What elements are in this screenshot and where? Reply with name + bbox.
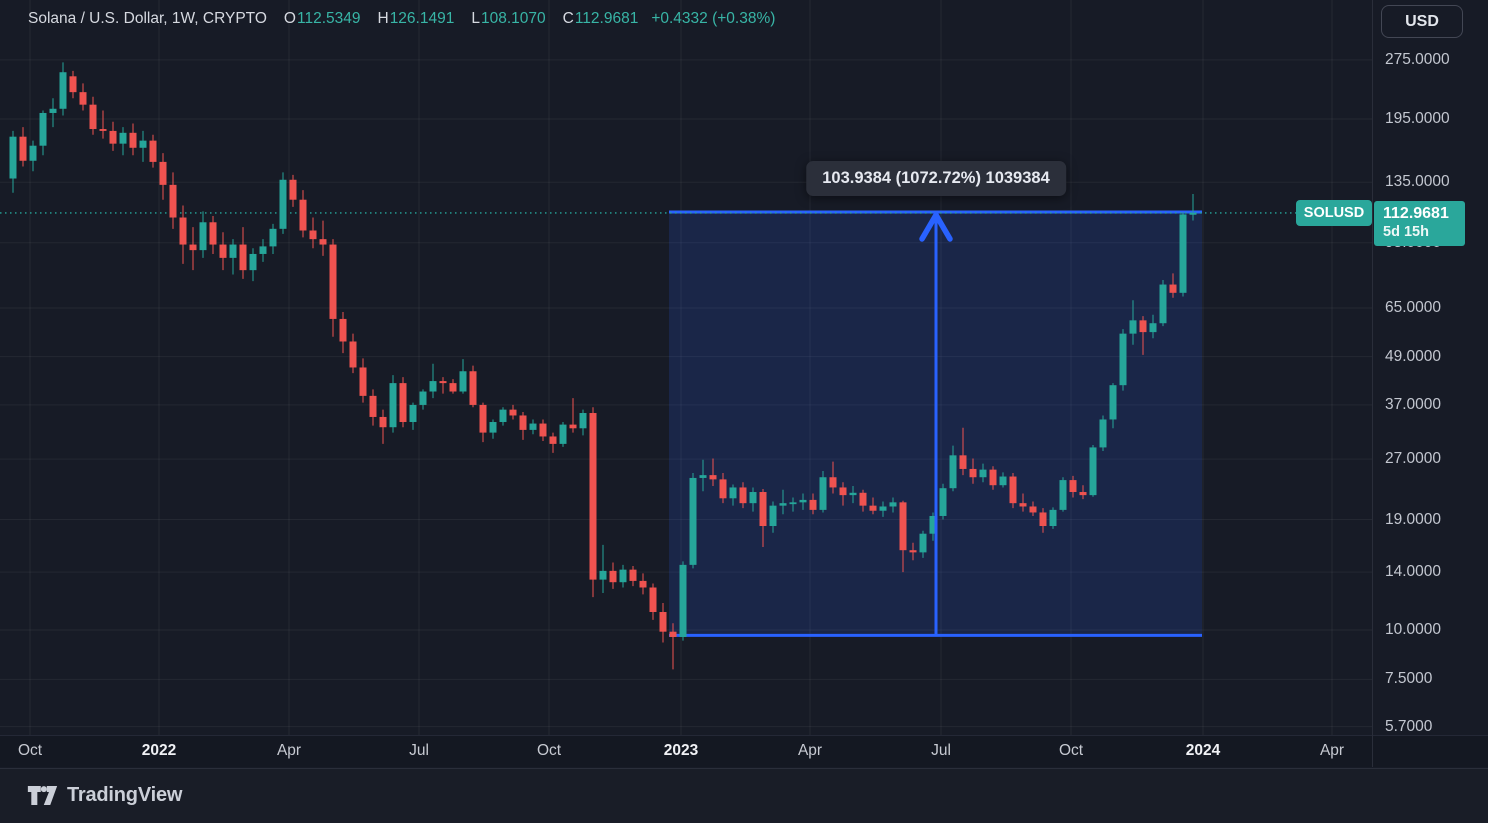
chart-pane[interactable]: Solana / U.S. Dollar, 1W, CRYPTO O112.53… [0,0,1372,735]
ohlc-close: C112.9681 [562,10,639,27]
price-tick-label: 195.0000 [1385,110,1450,128]
price-range-arrow[interactable] [919,212,953,635]
price-tick-label: 49.0000 [1385,347,1442,365]
candles-series [9,62,1197,670]
price-tick-label: 14.0000 [1385,563,1442,581]
price-tick-label: 7.5000 [1385,670,1433,688]
candlestick-chart[interactable] [0,0,1372,735]
symbol-price-chip[interactable]: SOLUSD [1296,200,1372,226]
price-tick-label: 19.0000 [1385,510,1442,528]
time-tick-label: 2024 [1185,742,1221,759]
change-value: +0.4332 (+0.38%) [651,10,776,27]
ohlc-high: H126.1491 [377,10,455,27]
time-tick-label: Jul [409,742,429,759]
tradingview-logo-text: TradingView [67,784,183,806]
symbol-title[interactable]: Solana / U.S. Dollar, 1W, CRYPTO [28,10,267,27]
time-tick-label: Oct [1058,742,1084,759]
chart-legend: Solana / U.S. Dollar, 1W, CRYPTO O112.53… [28,10,775,28]
tradingview-logo-icon [27,786,58,805]
price-tick-label: 27.0000 [1385,450,1442,468]
time-tick-label: 2023 [663,742,699,759]
bottom-toolbar: TradingView [0,768,1488,823]
time-tick-label: Apr [1319,742,1345,759]
measure-tool-label[interactable]: 103.9384 (1072.72%) 1039384 [806,161,1066,196]
price-tick-label: 37.0000 [1385,395,1442,413]
price-tick-label: 5.7000 [1385,717,1433,735]
bar-countdown-timer: 5d 15h [1383,224,1429,240]
current-price-badge: 112.9681 5d 15h [1374,201,1465,246]
price-tick-label: 65.0000 [1385,299,1442,316]
ohlc-low: L108.1070 [471,10,546,27]
time-tick-label: Oct [17,742,43,759]
grid [0,0,1372,735]
price-axis-divider [1372,0,1373,767]
price-tick-label: 275.0000 [1385,50,1450,68]
time-tick-label: Apr [797,742,823,759]
time-tick-label: Apr [276,742,302,759]
price-tick-label: 10.0000 [1385,620,1442,638]
ohlc-open: O112.5349 [283,10,361,27]
time-tick-label: 2022 [141,742,177,759]
price-tick-label: 135.0000 [1385,173,1450,191]
time-tick-label: Oct [536,742,562,759]
time-tick-label: Jul [931,742,951,759]
currency-toggle-button[interactable]: USD [1381,5,1463,38]
tradingview-logo[interactable]: TradingView [27,783,182,808]
time-axis[interactable]: Oct 2022 Apr Jul Oct 2023 Apr Jul Oct 2024 Apr [0,735,1488,767]
price-axis[interactable]: USD 275.0000195.0000135.000095.000065.00… [1373,0,1488,735]
current-price-value: 112.9681 [1383,205,1449,222]
